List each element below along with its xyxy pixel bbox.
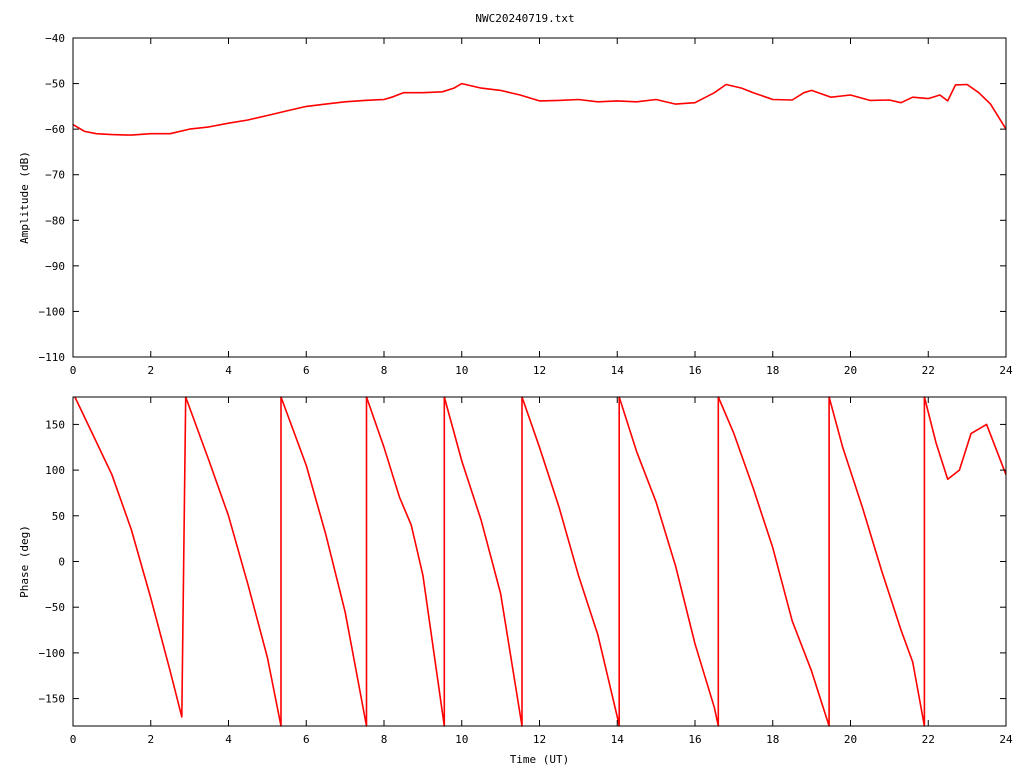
phase-x-tick-label: 24 <box>999 733 1013 746</box>
amplitude-x-tick-label: 4 <box>225 364 232 377</box>
phase-x-tick-label: 0 <box>70 733 77 746</box>
phase-x-tick-label: 10 <box>455 733 468 746</box>
phase-x-tick-label: 18 <box>766 733 779 746</box>
phase-y-tick-label: 150 <box>45 418 65 431</box>
amplitude-x-tick-label: 8 <box>381 364 388 377</box>
amplitude-y-tick-label: −90 <box>45 260 65 273</box>
phase-x-tick-label: 12 <box>533 733 546 746</box>
amplitude-panel: 0 2 4 6 8 10 12 14 16 18 20 22 24−40−50−60−70−80−90−… <box>18 32 1013 377</box>
phase-y-tick-label: 100 <box>45 464 65 477</box>
phase-panel: 0 2 4 6 8 10 12 14 16 18 20 22 24150100500−50−100−15… <box>18 396 1013 766</box>
amplitude-x-tick-label: 0 <box>70 364 77 377</box>
amplitude-x-tick-label: 16 <box>688 364 701 377</box>
phase-y-tick-label: 50 <box>52 510 65 523</box>
phase-x-axis-label: Time (UT) <box>510 753 570 766</box>
amplitude-x-tick-label: 2 <box>147 364 154 377</box>
phase-y-tick-label: 0 <box>58 556 65 569</box>
phase-x-tick-label: 16 <box>688 733 701 746</box>
phase-y-tick-label: −150 <box>39 693 66 706</box>
amplitude-x-tick-label: 14 <box>611 364 625 377</box>
amplitude-y-tick-label: −100 <box>39 305 66 318</box>
amplitude-x-tick-label: 12 <box>533 364 546 377</box>
amplitude-x-tick-label: 20 <box>844 364 857 377</box>
phase-x-tick-label: 8 <box>381 733 388 746</box>
amplitude-y-tick-label: −80 <box>45 214 65 227</box>
amplitude-y-tick-label: −60 <box>45 123 65 136</box>
phase-y-tick-label: −50 <box>45 601 65 614</box>
phase-x-tick-label: 4 <box>225 733 232 746</box>
phase-x-tick-label: 20 <box>844 733 857 746</box>
amplitude-x-tick-label: 10 <box>455 364 468 377</box>
amplitude-y-tick-label: −110 <box>39 351 66 364</box>
phase-y-tick-label: −100 <box>39 647 66 660</box>
amplitude-x-tick-label: 22 <box>922 364 935 377</box>
phase-x-tick-label: 6 <box>303 733 310 746</box>
amplitude-x-tick-label: 24 <box>999 364 1013 377</box>
amplitude-y-axis-label: Amplitude (dB) <box>18 151 31 244</box>
amplitude-x-tick-label: 6 <box>303 364 310 377</box>
amplitude-y-tick-label: −40 <box>45 32 65 45</box>
amplitude-series-line-0 <box>72 82 1007 136</box>
phase-x-tick-label: 14 <box>611 733 625 746</box>
chart-title: NWC20240719.txt <box>475 12 574 25</box>
phase-x-tick-label: 2 <box>147 733 154 746</box>
amplitude-y-tick-label: −50 <box>45 78 65 91</box>
phase-y-axis-label: Phase (deg) <box>18 525 31 598</box>
phase-x-tick-label: 22 <box>922 733 935 746</box>
phase-series-line-0 <box>74 396 1007 727</box>
amplitude-x-tick-label: 18 <box>766 364 779 377</box>
amplitude-y-tick-label: −70 <box>45 169 65 182</box>
